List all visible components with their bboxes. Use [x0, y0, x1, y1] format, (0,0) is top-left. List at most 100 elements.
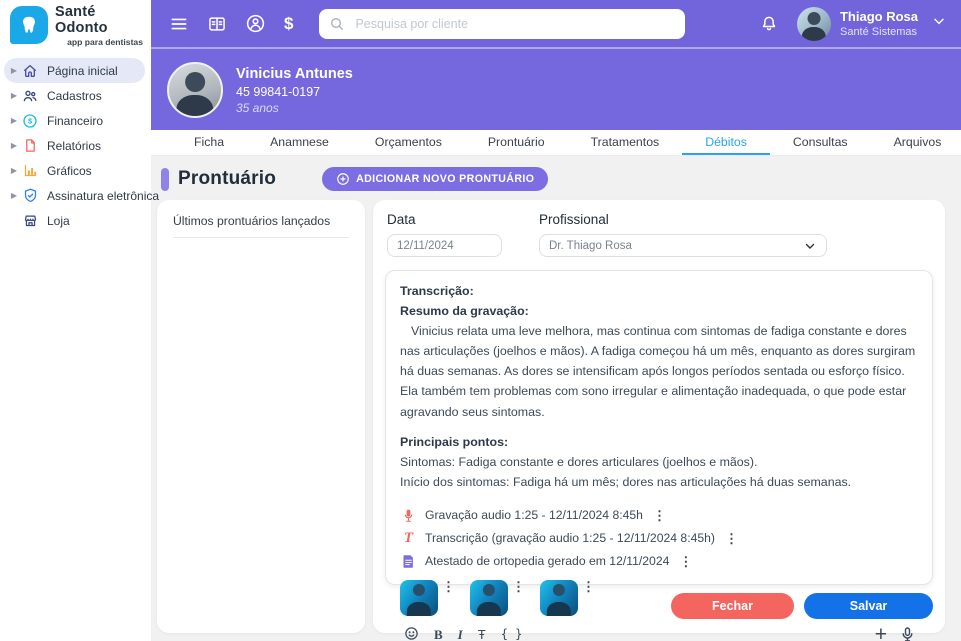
caret-right-icon[interactable]: ▶: [10, 91, 18, 100]
emoji-icon[interactable]: [404, 626, 419, 641]
attachments-list: Gravação audio 1:25 - 12/11/2024 8:45h ⋮…: [400, 505, 918, 572]
sidebar-item-label: Assinatura eletrônica: [47, 188, 160, 203]
home-icon: [20, 62, 40, 80]
prontuario-section: Prontuário ADICIONAR NOVO PRONTUÁRIO Últ…: [151, 156, 961, 641]
more-options-icon[interactable]: ⋮: [442, 578, 455, 594]
note-summary-heading: Resumo da gravação:: [400, 304, 529, 319]
search-bar: [319, 8, 686, 39]
caret-right-icon[interactable]: ▶: [10, 66, 18, 75]
user-avatar: [796, 6, 831, 41]
caret-right-icon[interactable]: ▶: [10, 166, 18, 175]
more-options-icon[interactable]: ⋮: [652, 507, 666, 523]
attachment-label: Atestado de ortopedia gerado em 12/11/20…: [425, 554, 670, 569]
user-org: Santé Sistemas: [839, 25, 918, 38]
main-area: $ Thiago Rosa Santé Sistemas: [151, 0, 961, 641]
menu-hamburger-icon[interactable]: [169, 14, 189, 34]
sidebar: Santé Odonto app para dentistas ▶ Página…: [0, 0, 159, 641]
more-options-icon[interactable]: ⋮: [679, 553, 693, 569]
strikethrough-icon[interactable]: Ŧ: [477, 626, 486, 641]
dollar-circle-icon: $: [20, 112, 40, 130]
bold-icon[interactable]: B: [434, 626, 443, 641]
add-attachment-icon[interactable]: +: [874, 622, 887, 641]
attachment-audio[interactable]: Gravação audio 1:25 - 12/11/2024 8:45h ⋮: [400, 505, 918, 526]
note-points-heading: Principais pontos:: [400, 434, 509, 449]
caret-right-icon[interactable]: ▶: [10, 116, 18, 125]
record-form-panel: Data Profissional Dr. Thiago Rosa: [373, 200, 945, 641]
caret-right-icon[interactable]: ▶: [10, 141, 18, 150]
close-button[interactable]: Fechar: [671, 593, 794, 619]
more-options-icon[interactable]: ⋮: [512, 578, 525, 594]
record-audio-icon[interactable]: [899, 626, 916, 641]
sidebar-item-graficos[interactable]: ▶ Gráficos: [4, 158, 145, 183]
attachment-certificate[interactable]: Atestado de ortopedia gerado em 12/11/20…: [400, 551, 918, 572]
form-actions: Fechar Salvar: [385, 585, 933, 623]
caret-right-icon[interactable]: ▶: [10, 191, 18, 200]
tab-consultas[interactable]: Consultas: [792, 134, 848, 149]
note-text: Transcrição: Resumo da gravação: Viniciu…: [400, 281, 918, 492]
sidebar-item-label: Financeiro: [47, 113, 104, 128]
tab-prontuario[interactable]: Prontuário: [487, 134, 545, 149]
italic-icon[interactable]: I: [457, 626, 463, 641]
more-options-icon[interactable]: ⋮: [582, 578, 595, 594]
more-options-icon[interactable]: ⋮: [724, 530, 738, 546]
code-block-icon[interactable]: { }: [500, 627, 523, 641]
sidebar-menu: ▶ Página inicial ▶ Cadastros ▶ $ Finance…: [0, 58, 159, 233]
photo-attachment: ⋮: [540, 578, 597, 616]
professional-select[interactable]: Dr. Thiago Rosa: [539, 234, 827, 257]
date-field-group: Data: [387, 212, 502, 257]
save-button[interactable]: Salvar: [804, 593, 933, 619]
professional-selected-value: Dr. Thiago Rosa: [549, 239, 632, 252]
tooth-logo-icon: [10, 6, 48, 44]
patient-phone: 45 99841-0197: [236, 85, 321, 100]
toolbar-right: +: [875, 624, 916, 641]
tab-anamnese[interactable]: Anamnese: [270, 134, 329, 149]
store-icon: [20, 212, 40, 230]
section-header: Prontuário ADICIONAR NOVO PRONTUÁRIO: [157, 165, 945, 200]
patient-profile-icon[interactable]: [245, 13, 266, 34]
sidebar-item-relatorios[interactable]: ▶ Relatórios: [4, 133, 145, 158]
sidebar-item-pagina-inicial[interactable]: ▶ Página inicial: [4, 58, 145, 83]
sidebar-item-cadastros[interactable]: ▶ Cadastros: [4, 83, 145, 108]
photo-attachment: ⋮: [470, 578, 527, 616]
sidebar-item-financeiro[interactable]: ▶ $ Financeiro: [4, 108, 145, 133]
billing-dollar-icon[interactable]: $: [284, 13, 294, 33]
professional-label: Profissional: [539, 212, 609, 227]
text-t-icon: T: [403, 529, 414, 546]
date-input[interactable]: [387, 234, 502, 257]
photo-thumbnail[interactable]: [470, 579, 508, 616]
patient-name: Vinicius Antunes: [236, 65, 353, 82]
note-transcription-heading: Transcrição:: [400, 284, 474, 298]
brand-tagline: app para dentistas: [67, 36, 143, 47]
section-marker: [161, 167, 169, 191]
photo-attachment: ⋮: [400, 578, 457, 616]
plus-circle-icon: [337, 173, 349, 185]
notifications-bell-icon[interactable]: [759, 14, 779, 34]
note-point-onset: Início dos sintomas: Fadiga há um mês; d…: [400, 474, 852, 489]
tab-debitos[interactable]: Débitos: [682, 130, 770, 155]
record-editor[interactable]: Transcrição: Resumo da gravação: Viniciu…: [385, 270, 933, 641]
brand-name: Santé Odonto: [55, 3, 108, 36]
tab-ficha[interactable]: Ficha: [194, 134, 225, 149]
photo-thumbnail[interactable]: [540, 579, 578, 616]
sidebar-item-assinatura-eletronica[interactable]: ▶ Assinatura eletrônica: [4, 183, 159, 208]
history-panel-title: Últimos prontuários lançados: [173, 214, 349, 238]
user-menu[interactable]: Thiago Rosa Santé Sistemas: [796, 6, 947, 41]
attachment-transcription[interactable]: T Transcrição (gravação audio 1:25 - 12/…: [400, 528, 918, 549]
patient-header: Vinicius Antunes 45 99841-0197 35 anos: [151, 47, 961, 130]
tab-arquivos[interactable]: Arquivos: [893, 134, 942, 149]
sidebar-item-label: Gráficos: [47, 163, 92, 178]
tab-tratamentos[interactable]: Tratamentos: [590, 134, 660, 149]
photo-thumbnail[interactable]: [400, 579, 438, 616]
form-row: Data Profissional Dr. Thiago Rosa: [385, 212, 933, 257]
agenda-book-icon[interactable]: [207, 14, 227, 34]
sidebar-item-label: Página inicial: [47, 63, 118, 78]
chevron-down-icon[interactable]: [931, 13, 947, 34]
tab-orcamentos[interactable]: Orçamentos: [374, 134, 442, 149]
search-input[interactable]: [319, 8, 686, 39]
patient-tabs: Ficha Anamnese Orçamentos Prontuário Tra…: [151, 130, 961, 156]
microphone-icon: [400, 508, 417, 523]
add-prontuario-button[interactable]: ADICIONAR NOVO PRONTUÁRIO: [322, 167, 549, 191]
brand-logo[interactable]: Santé Odonto app para dentistas: [0, 0, 151, 50]
sidebar-item-loja[interactable]: ▶ Loja: [4, 208, 145, 233]
